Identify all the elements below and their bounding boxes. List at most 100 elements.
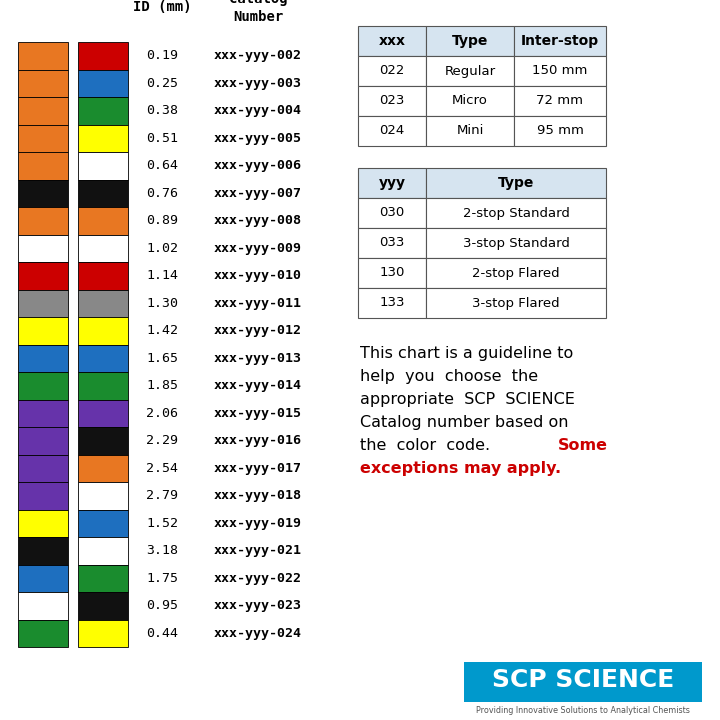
Bar xyxy=(18,179,68,207)
Bar xyxy=(78,152,128,179)
Text: Type: Type xyxy=(498,176,534,190)
Bar xyxy=(18,537,68,564)
Text: 3.18: 3.18 xyxy=(146,544,178,557)
Bar xyxy=(18,454,68,482)
Bar xyxy=(78,510,128,537)
Bar xyxy=(18,207,68,235)
Bar xyxy=(78,235,128,262)
Text: Catalog: Catalog xyxy=(229,0,287,6)
Text: 022: 022 xyxy=(379,65,405,78)
Bar xyxy=(514,26,606,56)
Bar xyxy=(78,592,128,619)
Bar xyxy=(78,262,128,289)
Text: 0.89: 0.89 xyxy=(146,215,178,228)
Text: 1.85: 1.85 xyxy=(146,379,178,392)
Bar xyxy=(78,42,128,70)
Text: xxx-yyy-019: xxx-yyy-019 xyxy=(214,517,302,530)
Text: 3-stop Flared: 3-stop Flared xyxy=(472,297,560,310)
Text: 0.38: 0.38 xyxy=(146,104,178,117)
Bar xyxy=(514,116,606,146)
Text: Mini: Mini xyxy=(456,125,484,138)
Bar xyxy=(78,400,128,427)
Text: xxx-yyy-014: xxx-yyy-014 xyxy=(214,379,302,392)
Text: 1.52: 1.52 xyxy=(146,517,178,530)
Text: xxx-yyy-024: xxx-yyy-024 xyxy=(214,626,302,640)
Bar xyxy=(426,86,514,116)
Text: 0.51: 0.51 xyxy=(146,132,178,145)
Bar xyxy=(426,168,606,198)
Bar xyxy=(78,427,128,454)
Text: This chart is a guideline to: This chart is a guideline to xyxy=(360,346,573,361)
Text: 1.75: 1.75 xyxy=(146,572,178,585)
Bar xyxy=(358,228,426,258)
Bar xyxy=(18,70,68,97)
Bar xyxy=(78,179,128,207)
Text: 2.29: 2.29 xyxy=(146,434,178,447)
Text: xxx-yyy-006: xxx-yyy-006 xyxy=(214,159,302,172)
Bar xyxy=(78,344,128,372)
Bar xyxy=(18,564,68,592)
Text: xxx-yyy-013: xxx-yyy-013 xyxy=(214,352,302,365)
Bar xyxy=(426,258,606,288)
Bar xyxy=(18,592,68,619)
Text: Catalog number based on: Catalog number based on xyxy=(360,415,569,430)
Bar xyxy=(78,454,128,482)
Bar xyxy=(78,482,128,510)
Text: Micro: Micro xyxy=(452,94,488,107)
Bar xyxy=(78,317,128,344)
Bar xyxy=(18,372,68,400)
Text: Number: Number xyxy=(233,10,283,24)
Bar xyxy=(358,86,426,116)
Text: xxx-yyy-012: xxx-yyy-012 xyxy=(214,324,302,337)
Text: Regular: Regular xyxy=(444,65,495,78)
Text: xxx-yyy-004: xxx-yyy-004 xyxy=(214,104,302,117)
Text: 0.64: 0.64 xyxy=(146,159,178,172)
Bar xyxy=(78,619,128,647)
Bar xyxy=(18,97,68,125)
Bar xyxy=(358,288,426,318)
Bar xyxy=(358,26,426,56)
Text: 0.19: 0.19 xyxy=(146,49,178,62)
Bar xyxy=(426,198,606,228)
Bar xyxy=(18,510,68,537)
Bar xyxy=(18,235,68,262)
Bar xyxy=(18,42,68,70)
Text: xxx-yyy-003: xxx-yyy-003 xyxy=(214,77,302,90)
Text: 1.30: 1.30 xyxy=(146,297,178,310)
Text: 1.02: 1.02 xyxy=(146,242,178,255)
Text: xxx-yyy-018: xxx-yyy-018 xyxy=(214,490,302,503)
Text: 150 mm: 150 mm xyxy=(532,65,588,78)
Bar xyxy=(78,289,128,317)
Text: 133: 133 xyxy=(379,297,405,310)
Text: appropriate  SCP  SCIENCE: appropriate SCP SCIENCE xyxy=(360,392,575,407)
Bar xyxy=(358,198,426,228)
Text: xxx-yyy-016: xxx-yyy-016 xyxy=(214,434,302,447)
Bar xyxy=(78,372,128,400)
Bar xyxy=(18,262,68,289)
Text: xxx-yyy-009: xxx-yyy-009 xyxy=(214,242,302,255)
Text: 72 mm: 72 mm xyxy=(536,94,583,107)
Text: 033: 033 xyxy=(379,236,405,250)
Text: 3-stop Standard: 3-stop Standard xyxy=(462,236,570,250)
Bar xyxy=(426,116,514,146)
Text: 024: 024 xyxy=(379,125,405,138)
Text: 2-stop Flared: 2-stop Flared xyxy=(472,266,560,279)
Text: xxx: xxx xyxy=(379,34,405,48)
Bar xyxy=(426,228,606,258)
Text: 1.65: 1.65 xyxy=(146,352,178,365)
Bar xyxy=(358,258,426,288)
Bar xyxy=(78,564,128,592)
Text: yyy: yyy xyxy=(379,176,405,190)
Text: 1.42: 1.42 xyxy=(146,324,178,337)
Text: 0.44: 0.44 xyxy=(146,626,178,640)
Text: 2-stop Standard: 2-stop Standard xyxy=(462,207,570,220)
Bar xyxy=(426,56,514,86)
Text: Inter-stop: Inter-stop xyxy=(521,34,599,48)
Bar xyxy=(18,619,68,647)
Text: xxx-yyy-005: xxx-yyy-005 xyxy=(214,132,302,145)
Bar xyxy=(18,482,68,510)
Text: ID (mm): ID (mm) xyxy=(132,0,192,14)
Text: xxx-yyy-022: xxx-yyy-022 xyxy=(214,572,302,585)
Text: exceptions may apply.: exceptions may apply. xyxy=(360,461,561,476)
Text: xxx-yyy-010: xxx-yyy-010 xyxy=(214,269,302,282)
